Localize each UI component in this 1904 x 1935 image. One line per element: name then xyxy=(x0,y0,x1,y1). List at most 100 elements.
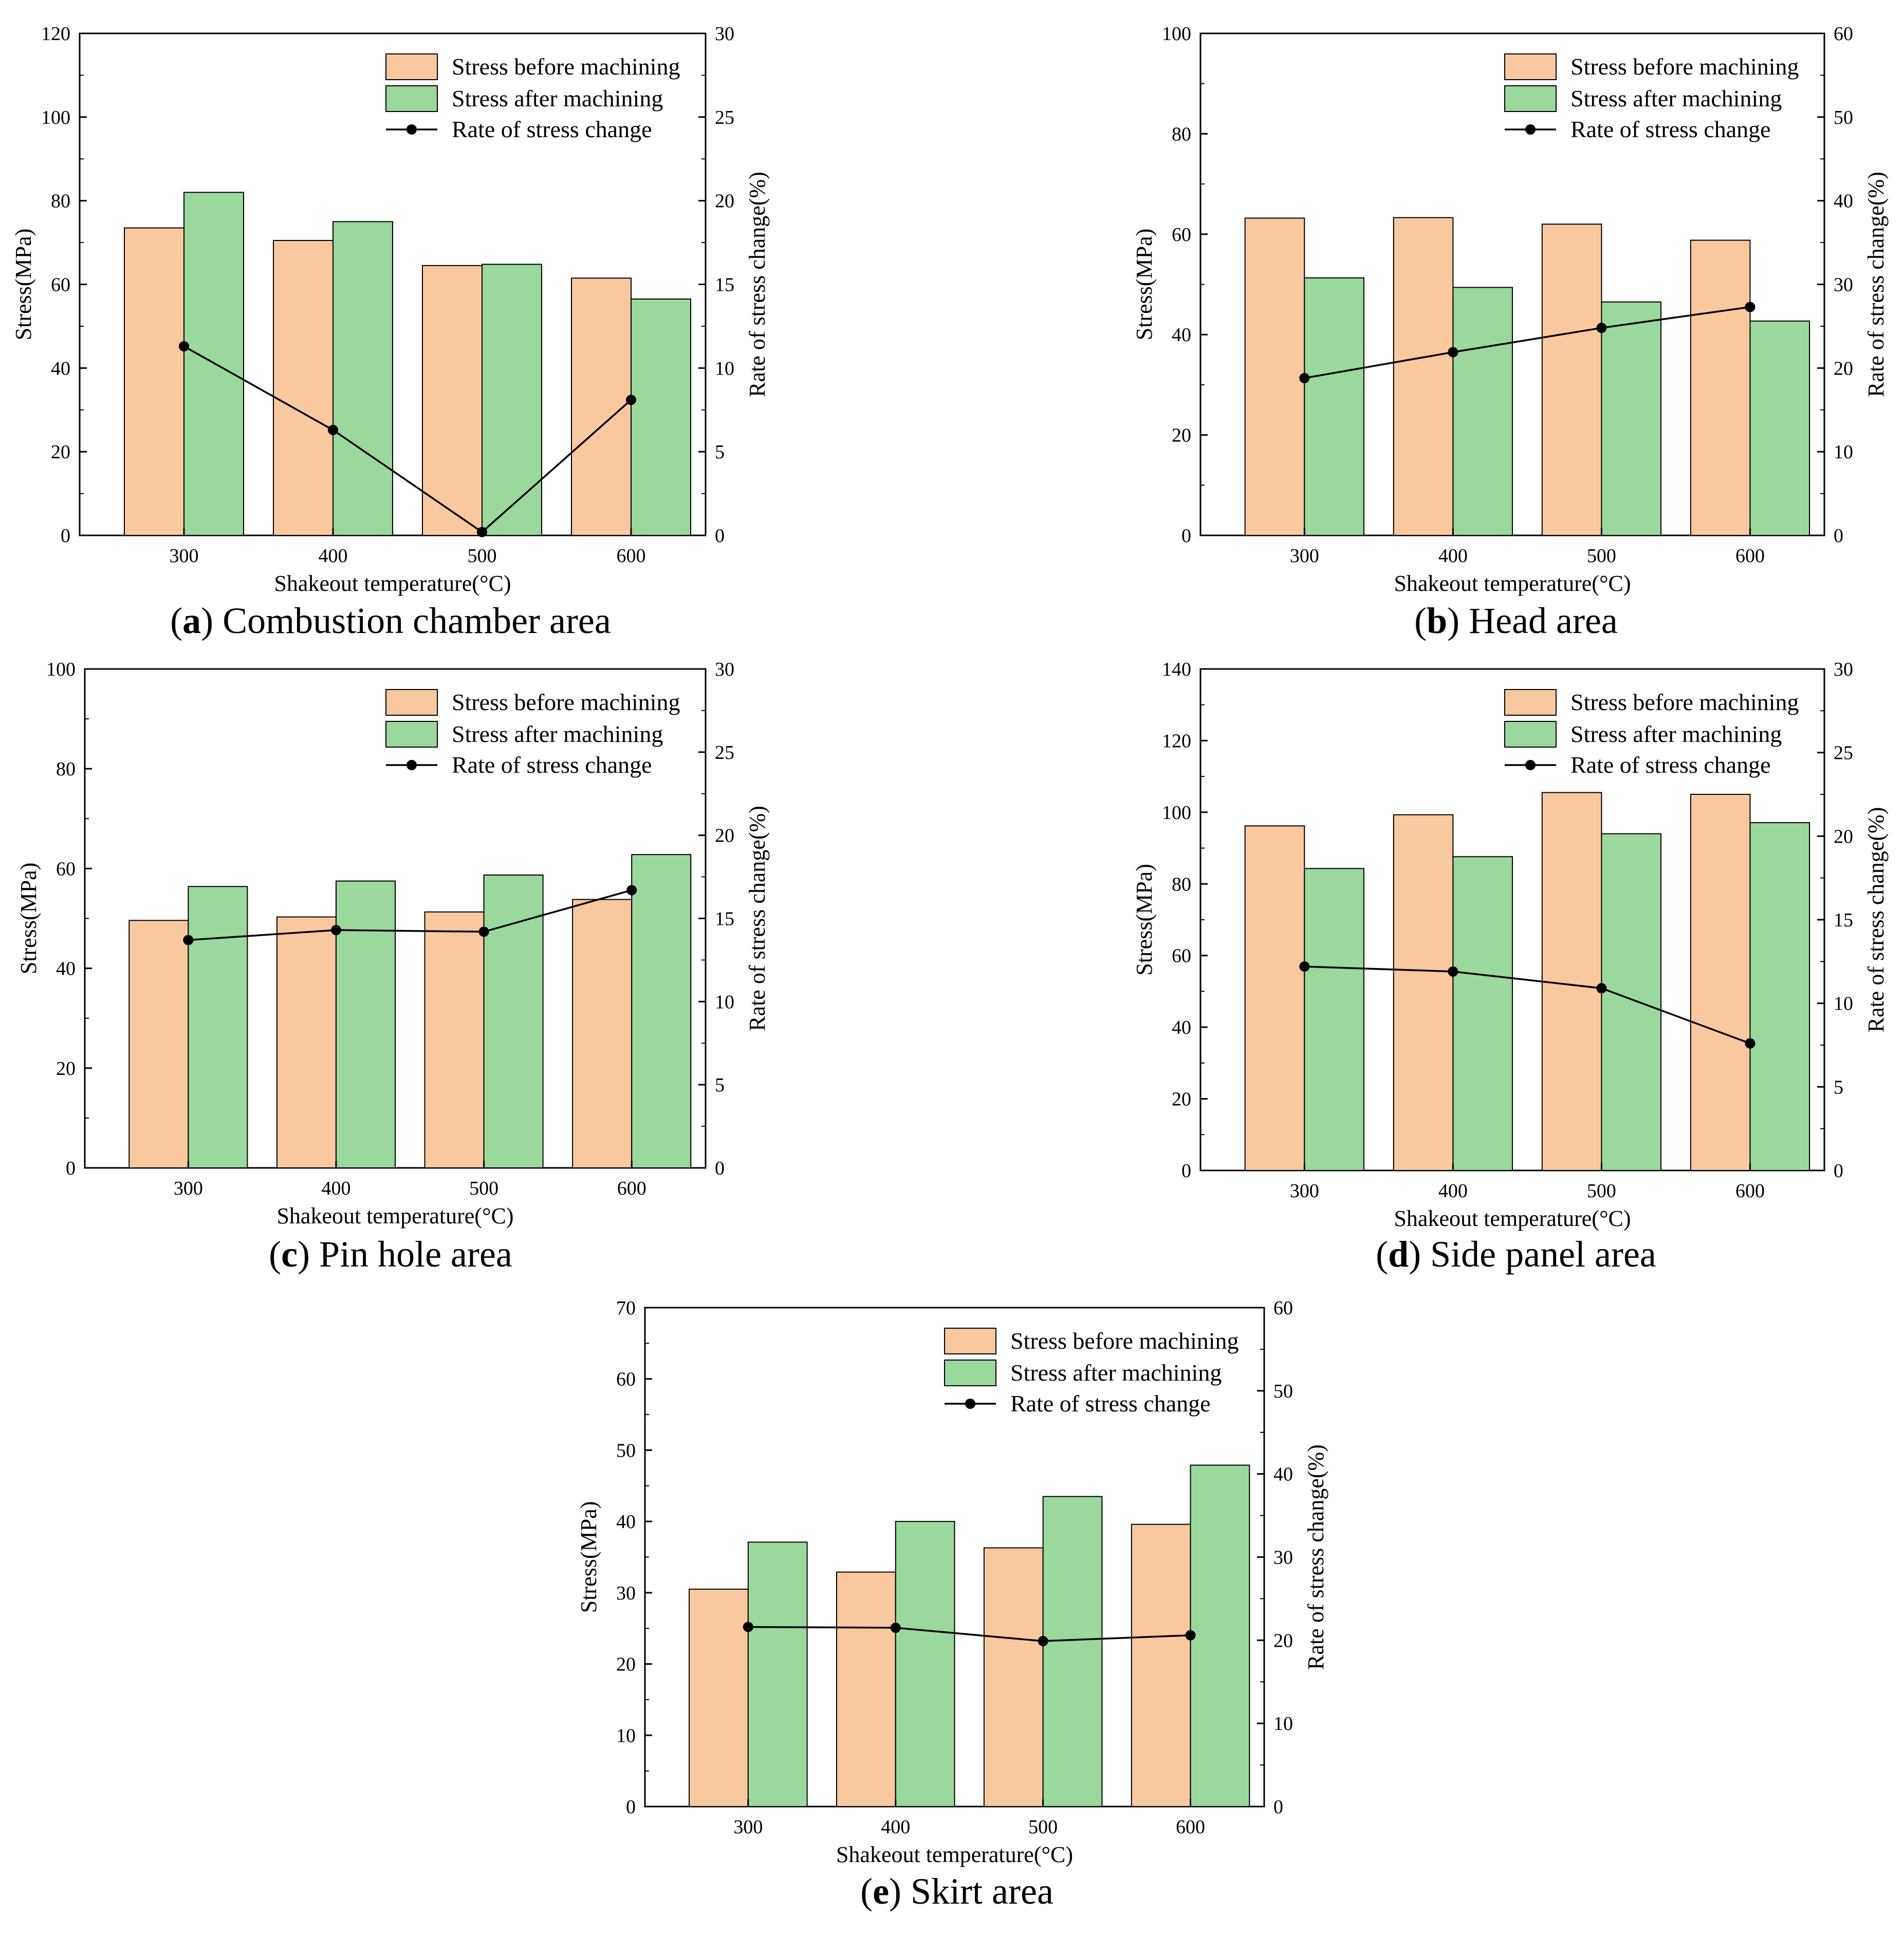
y-tick-label: 20 xyxy=(1172,1089,1191,1110)
y2-tick-label: 20 xyxy=(1834,358,1853,379)
y-tick-label: 20 xyxy=(51,441,70,463)
rate-point xyxy=(478,926,489,937)
bar-before-machining xyxy=(1393,217,1454,536)
bar-after-machining xyxy=(1601,301,1662,536)
rate-of-stress-change-line xyxy=(188,889,632,941)
x-tick-label: 400 xyxy=(1438,545,1468,567)
chart-caption: (e) Skirt area xyxy=(860,1871,1053,1912)
legend-swatch-before xyxy=(385,53,438,80)
legend-label: Stress after machining xyxy=(452,721,663,747)
caption-letter: e xyxy=(873,1871,889,1912)
legend-swatch-before xyxy=(944,1328,996,1354)
y-tick-label: 140 xyxy=(1162,659,1191,680)
y-tick-label: 80 xyxy=(51,191,70,212)
rate-point xyxy=(890,1623,901,1633)
bar-before-machining xyxy=(1131,1523,1191,1807)
caption-paren: ( xyxy=(269,1234,281,1275)
y-axis-title: Stress(MPa) xyxy=(576,1501,601,1613)
y2-tick-label: 0 xyxy=(715,525,725,547)
caption-letter: c xyxy=(281,1234,298,1275)
bar-before-machining xyxy=(422,265,483,536)
rate-point xyxy=(1448,347,1458,358)
y2-tick-label: 30 xyxy=(715,23,734,45)
rate-point xyxy=(1596,323,1607,333)
x-tick-label: 600 xyxy=(617,545,646,567)
bar-after-machining xyxy=(483,875,544,1168)
y-tick-label: 80 xyxy=(56,758,76,780)
y2-tick-label: 30 xyxy=(1273,1547,1293,1569)
y2-tick-label: 0 xyxy=(1273,1796,1283,1818)
y-tick-label: 40 xyxy=(51,358,70,379)
y-axis-title: Stress(MPa) xyxy=(1132,864,1157,976)
y2-axis-title: Rate of stress change(%) xyxy=(1303,1444,1328,1670)
bar-after-machining xyxy=(335,880,396,1169)
legend-label: Stress after machining xyxy=(1570,721,1782,747)
x-axis-title: Shakeout temperature(°C) xyxy=(274,571,511,596)
y2-tick-label: 10 xyxy=(1273,1713,1293,1735)
bar-before-machining xyxy=(1690,239,1751,536)
legend-marker-rate xyxy=(1525,760,1536,770)
legend: Stress before machining Stress after mach… xyxy=(1504,689,1799,778)
rate-of-stress-change-line xyxy=(748,1626,1191,1642)
y2-tick-label: 15 xyxy=(715,274,734,296)
bar-before-machining xyxy=(1244,825,1305,1171)
y2-tick-label: 25 xyxy=(715,107,734,128)
legend-swatch-after xyxy=(1504,721,1557,748)
legend-label: Stress before machining xyxy=(452,689,680,715)
caption-letter: b xyxy=(1427,600,1447,641)
chart-caption: (d) Side panel area xyxy=(1376,1234,1656,1275)
legend: Stress before machining Stress after mach… xyxy=(1504,53,1799,142)
y-axis-title: Stress(MPa) xyxy=(1132,229,1157,341)
rate-point xyxy=(179,341,189,351)
rate-of-stress-change-line xyxy=(183,345,632,533)
bar-after-machining xyxy=(1042,1496,1103,1807)
rate-of-stress-change-line xyxy=(1304,306,1750,379)
bar-after-machining xyxy=(1749,320,1810,536)
legend-label: Rate of stress change xyxy=(1010,1390,1211,1417)
bar-before-machining xyxy=(424,911,485,1168)
rate-point xyxy=(183,935,194,945)
rate-point xyxy=(1596,983,1607,994)
y-tick-label: 0 xyxy=(626,1796,636,1818)
rate-point xyxy=(330,925,341,936)
y-tick-label: 80 xyxy=(1172,873,1191,895)
x-axis-title: Shakeout temperature(°C) xyxy=(836,1842,1073,1867)
caption-text: Side panel area xyxy=(1430,1234,1656,1275)
legend-label: Stress before machining xyxy=(1570,53,1799,80)
caption-paren: ) xyxy=(1447,600,1469,641)
legend: Stress before machining Stress after mach… xyxy=(944,1328,1239,1417)
legend-label: Rate of stress change xyxy=(452,752,652,778)
rate-point xyxy=(1038,1635,1048,1646)
y-tick-label: 60 xyxy=(56,858,76,880)
y2-tick-label: 30 xyxy=(1834,659,1853,680)
rate-point xyxy=(1448,966,1458,977)
caption-paren: ) xyxy=(1409,1234,1430,1275)
y2-axis-title: Rate of stress change(%) xyxy=(745,172,770,397)
y-tick-label: 50 xyxy=(616,1440,636,1461)
y2-tick-label: 5 xyxy=(1834,1076,1843,1098)
y-tick-label: 100 xyxy=(46,659,76,680)
y-tick-label: 30 xyxy=(616,1583,636,1604)
y2-tick-label: 0 xyxy=(1834,1160,1843,1182)
y2-tick-label: 0 xyxy=(715,1158,725,1179)
caption-paren: ( xyxy=(860,1871,873,1912)
caption-text: Combustion chamber area xyxy=(223,600,611,641)
bar-before-machining xyxy=(836,1571,896,1807)
y-tick-label: 40 xyxy=(1172,1017,1191,1038)
y-tick-label: 60 xyxy=(1172,224,1191,246)
bar-before-machining xyxy=(572,899,633,1169)
bar-after-machining xyxy=(482,264,542,536)
chart-caption: (c) Pin hole area xyxy=(269,1234,512,1275)
x-tick-label: 300 xyxy=(733,1816,763,1838)
x-axis-title: Shakeout temperature(°C) xyxy=(1394,1206,1631,1231)
x-tick-label: 300 xyxy=(1290,1180,1319,1202)
rate-point xyxy=(626,395,636,405)
legend-swatch-after xyxy=(944,1360,996,1386)
legend-marker-rate xyxy=(406,124,417,135)
y-tick-label: 40 xyxy=(56,958,76,980)
x-tick-label: 600 xyxy=(617,1178,646,1199)
y-tick-label: 100 xyxy=(1162,23,1191,45)
bar-before-machining xyxy=(1690,794,1751,1171)
chart-panel-d: 0 20 40 60 80 100 120 140 0 5 10 15 20 25 30 300 400 500 6… xyxy=(1132,659,1889,1275)
y-tick-label: 60 xyxy=(51,274,70,296)
